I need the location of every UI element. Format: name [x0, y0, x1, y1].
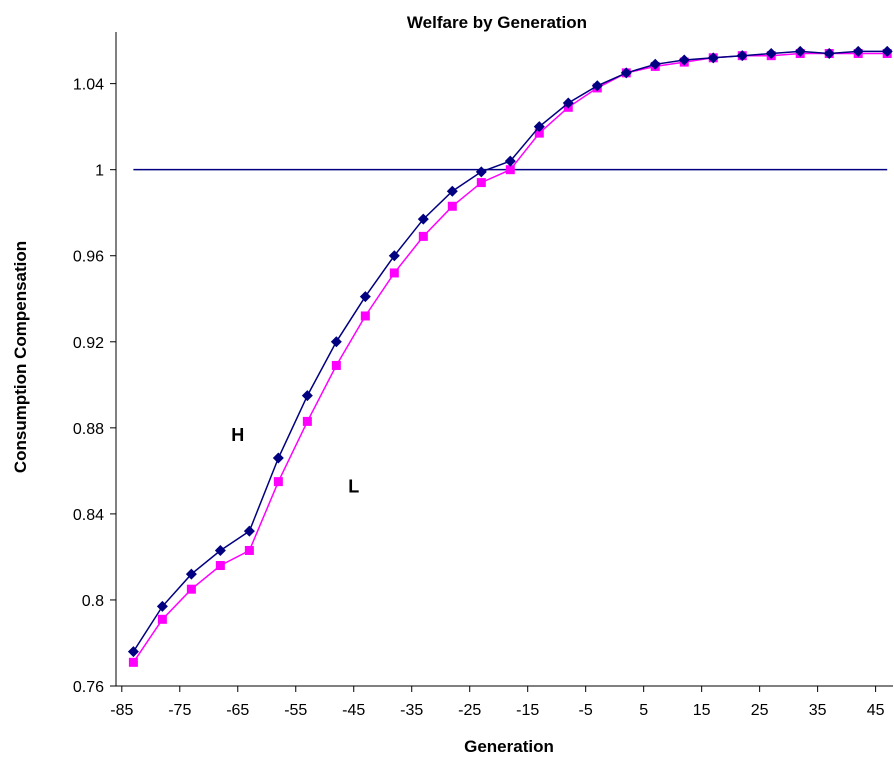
series-2-point: [476, 178, 486, 188]
series-1-point: [533, 121, 545, 133]
x-tick-label: -35: [400, 702, 423, 719]
series-1-point: [156, 600, 168, 612]
series-1-point: [243, 525, 255, 537]
series-1-point: [881, 45, 893, 57]
series-1-point: [562, 97, 574, 109]
y-tick-label: 0.92: [73, 335, 104, 352]
y-axis-title: Consumption Compensation: [11, 241, 30, 473]
series-2-point: [331, 360, 341, 370]
series-2-point: [186, 584, 196, 594]
series-2-point: [447, 201, 457, 211]
x-tick-label: 45: [867, 702, 885, 719]
series-1-point: [794, 45, 806, 57]
series-1-point: [272, 452, 284, 464]
series-1-point: [591, 80, 603, 92]
series-1-point: [678, 54, 690, 66]
series-1-point: [301, 390, 313, 402]
series-2-point: [128, 657, 138, 667]
series-2-point: [273, 477, 283, 487]
x-tick-label: 15: [693, 702, 711, 719]
chart-title: Welfare by Generation: [407, 13, 587, 32]
series-1-point: [765, 48, 777, 60]
x-tick-label: -85: [110, 702, 133, 719]
y-tick-label: 1: [95, 163, 104, 180]
series-2-line: [132, 52, 888, 663]
series-1-point: [446, 185, 458, 197]
series-1-point: [649, 58, 661, 70]
annotation-label: L: [348, 476, 359, 496]
y-tick-label: 0.8: [82, 593, 104, 610]
y-tick-label: 0.76: [73, 679, 104, 696]
series-1-point: [214, 544, 226, 556]
series-2-point: [215, 561, 225, 571]
series-1-line: [132, 50, 888, 653]
series-1-point: [359, 291, 371, 303]
x-tick-label: -25: [458, 702, 481, 719]
annotation-label: H: [231, 425, 244, 445]
x-tick-label: 35: [809, 702, 827, 719]
series-1-point: [852, 45, 864, 57]
y-tick-label: 0.88: [73, 421, 104, 438]
series-1-point: [388, 250, 400, 262]
series-2-point: [157, 614, 167, 624]
series-2-point: [534, 128, 544, 138]
x-axis-title: Generation: [464, 737, 554, 756]
x-tick-label: -55: [284, 702, 307, 719]
x-tick-label: 5: [639, 702, 648, 719]
x-tick-label: -5: [579, 702, 593, 719]
series-1-point: [417, 213, 429, 225]
x-tick-label: -45: [342, 702, 365, 719]
series-1-point: [504, 155, 516, 167]
series-1-point: [736, 50, 748, 62]
series-2-point: [302, 416, 312, 426]
x-tick-label: -15: [516, 702, 539, 719]
x-tick-label: -75: [168, 702, 191, 719]
y-tick-label: 1.04: [73, 77, 104, 94]
series-1-point: [475, 166, 487, 178]
series-1-point: [127, 646, 139, 658]
series-2-point: [244, 545, 254, 555]
series-2-point: [505, 165, 515, 175]
x-tick-label: 25: [751, 702, 769, 719]
x-tick-label: -65: [226, 702, 249, 719]
series-1-point: [185, 568, 197, 580]
y-tick-label: 0.84: [73, 507, 104, 524]
series-2-point: [389, 268, 399, 278]
series-1-point: [707, 52, 719, 64]
series-1-point: [620, 67, 632, 79]
series-2-point: [418, 231, 428, 241]
series-2-point: [360, 311, 370, 321]
y-tick-label: 0.96: [73, 249, 104, 266]
series-1-point: [330, 336, 342, 348]
series-1-point: [823, 48, 835, 60]
